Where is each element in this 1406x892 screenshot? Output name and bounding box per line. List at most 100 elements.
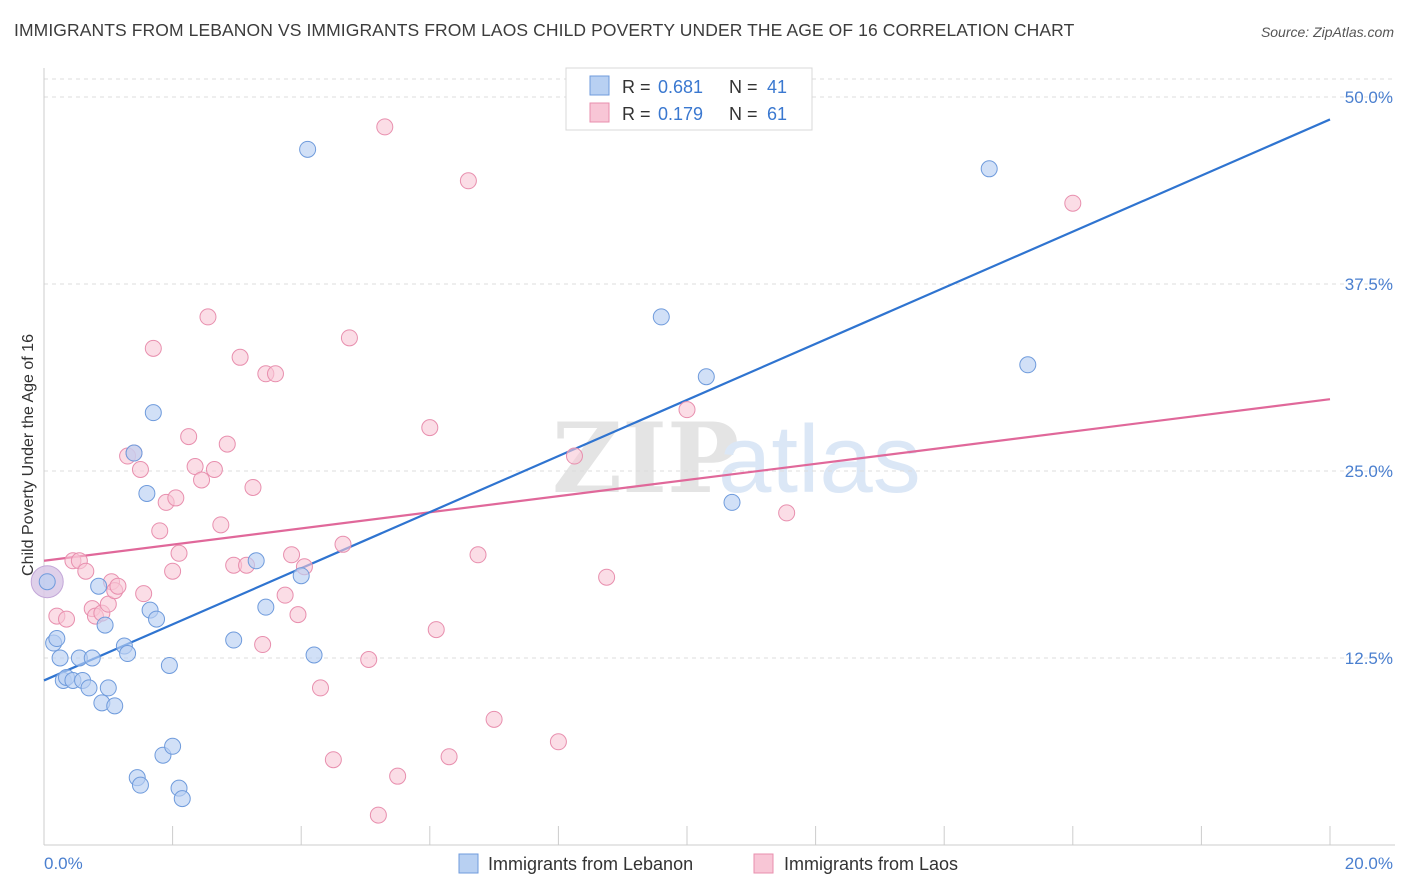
lebanon-point-36 (652, 308, 670, 326)
y-axis-label: Child Poverty Under the Age of 16 (20, 334, 37, 576)
laos-point-54 (549, 733, 567, 751)
legend-r-label-laos: R = (622, 104, 651, 124)
laos-point-33 (254, 636, 272, 654)
laos-point-48 (421, 419, 439, 437)
legend-r-label-lebanon: R = (622, 77, 651, 97)
lebanon-point-30 (225, 631, 243, 649)
lebanon-point-18 (125, 444, 143, 462)
laos-point-40 (311, 679, 329, 697)
lebanon-point-37 (697, 368, 715, 386)
lebanon-point-3 (51, 649, 69, 667)
laos-point-28 (218, 435, 236, 453)
laos-point-35 (266, 365, 284, 383)
legend-r-value-lebanon: 0.681 (658, 77, 703, 97)
laos-trend-line (43, 398, 1331, 562)
bottom-legend-label-laos: Immigrants from Laos (784, 854, 958, 874)
laos-point-14 (131, 461, 149, 479)
y-tick-labels: 12.5% 25.0% 37.5% 50.0% (1345, 88, 1393, 668)
legend-n-label-lebanon: N = (729, 77, 758, 97)
trend-lines (43, 118, 1331, 682)
lebanon-point-31 (247, 552, 265, 570)
chart-title: IMMIGRANTS FROM LEBANON VS IMMIGRANTS FR… (14, 20, 1075, 40)
lebanon-point-23 (144, 404, 162, 422)
laos-point-52 (469, 546, 487, 564)
bottom-legend-swatch-lebanon (458, 853, 479, 874)
lebanon-point-26 (160, 656, 178, 674)
laos-point-42 (334, 535, 352, 553)
laos-point-1 (58, 610, 76, 628)
x-tick-min: 0.0% (44, 854, 83, 873)
y-tick-label-0: 12.5% (1345, 649, 1393, 668)
lebanon-point-9 (80, 679, 98, 697)
lebanon-points (38, 140, 1037, 808)
x-tick-labels: 0.0% 20.0% (44, 854, 1393, 873)
laos-point-30 (231, 348, 249, 366)
laos-point-25 (199, 308, 217, 326)
laos-point-11 (109, 577, 127, 595)
laos-point-50 (440, 748, 458, 766)
laos-point-49 (427, 621, 445, 639)
laos-point-27 (212, 516, 230, 534)
laos-point-46 (376, 118, 394, 136)
bottom-legend-swatch-laos (753, 853, 774, 874)
lebanon-point-17 (119, 645, 137, 663)
lebanon-point-20 (131, 776, 149, 794)
lebanon-point-21 (138, 484, 156, 502)
correlation-legend: R = 0.681 N = 41 R = 0.179 N = 61 (565, 67, 813, 131)
lebanon-point-33 (299, 140, 317, 158)
laos-point-26 (205, 461, 223, 479)
x-tick-max: 20.0% (1345, 854, 1393, 873)
lebanon-point-32 (257, 598, 275, 616)
lebanon-point-14 (99, 679, 117, 697)
y-tick-label-2: 37.5% (1345, 275, 1393, 294)
watermark-zip: ZIP (552, 402, 739, 515)
series-legend: Immigrants from Lebanon Immigrants from … (458, 853, 958, 874)
lebanon-point-15 (106, 697, 124, 715)
laos-point-37 (283, 546, 301, 564)
watermark-atlas: atlas (718, 406, 921, 513)
source-credit: Source: ZipAtlas.com (1260, 24, 1394, 40)
lebanon-point-13 (96, 616, 114, 634)
laos-point-15 (135, 585, 153, 603)
lebanon-point-24 (148, 610, 166, 628)
laos-point-58 (778, 504, 796, 522)
laos-point-43 (340, 329, 358, 347)
laos-point-59 (1064, 194, 1082, 212)
laos-point-41 (324, 751, 342, 769)
laos-point-56 (598, 568, 616, 586)
laos-point-51 (459, 172, 477, 190)
laos-point-32 (244, 478, 262, 496)
laos-point-24 (193, 471, 211, 489)
laos-point-53 (485, 710, 503, 728)
lebanon-point-2 (48, 630, 66, 648)
laos-point-47 (389, 767, 407, 785)
lebanon-point-35 (305, 646, 323, 664)
lebanon-point-10 (83, 649, 101, 667)
laos-point-45 (369, 806, 387, 824)
laos-point-17 (151, 522, 169, 540)
lebanon-point-39 (980, 160, 998, 178)
legend-n-label-laos: N = (729, 104, 758, 124)
y-tick-label-1: 25.0% (1345, 462, 1393, 481)
laos-point-55 (565, 447, 583, 465)
laos-point-36 (276, 586, 294, 604)
legend-swatch-laos (589, 102, 610, 123)
laos-points (30, 118, 1082, 824)
bottom-legend-label-lebanon: Immigrants from Lebanon (488, 854, 693, 874)
laos-point-19 (164, 562, 182, 580)
lebanon-point-11 (90, 577, 108, 595)
lebanon-point-27 (164, 737, 182, 755)
laos-point-22 (180, 428, 198, 446)
lebanon-point-38 (723, 493, 741, 511)
lebanon-trend-line (43, 118, 1331, 682)
legend-swatch-lebanon (589, 75, 610, 96)
watermark: ZIP atlas (552, 402, 921, 515)
laos-point-16 (144, 339, 162, 357)
laos-point-38 (289, 606, 307, 624)
lebanon-point-29 (173, 790, 191, 808)
legend-r-value-laos: 0.179 (658, 104, 703, 124)
lebanon-point-34 (292, 567, 310, 585)
laos-point-4 (77, 562, 95, 580)
laos-point-57 (678, 401, 696, 419)
